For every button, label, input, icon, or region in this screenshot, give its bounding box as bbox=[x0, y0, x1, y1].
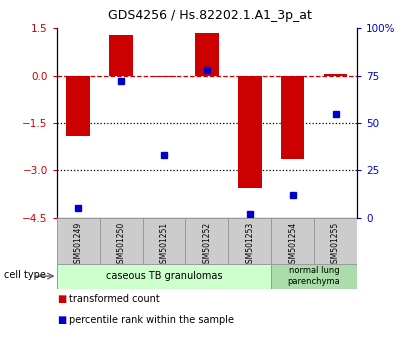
Text: GSM501249: GSM501249 bbox=[74, 221, 83, 268]
Text: GSM501254: GSM501254 bbox=[288, 221, 297, 268]
Bar bbox=[228, 218, 271, 264]
Text: GSM501255: GSM501255 bbox=[331, 221, 340, 268]
Text: ■: ■ bbox=[57, 294, 66, 304]
Bar bbox=[324, 74, 347, 76]
Text: GDS4256 / Hs.82202.1.A1_3p_at: GDS4256 / Hs.82202.1.A1_3p_at bbox=[108, 9, 312, 22]
Text: percentile rank within the sample: percentile rank within the sample bbox=[69, 315, 234, 325]
Bar bbox=[281, 76, 304, 159]
Text: GSM501253: GSM501253 bbox=[245, 221, 254, 268]
Text: transformed count: transformed count bbox=[69, 294, 160, 304]
Text: ■: ■ bbox=[57, 315, 66, 325]
Bar bbox=[238, 76, 262, 188]
Bar bbox=[271, 218, 314, 264]
Bar bbox=[66, 76, 90, 136]
Text: cell type: cell type bbox=[4, 270, 46, 280]
Text: GSM501250: GSM501250 bbox=[117, 221, 126, 268]
Text: normal lung
parenchyma: normal lung parenchyma bbox=[288, 267, 341, 286]
Bar bbox=[152, 76, 176, 77]
Text: GSM501251: GSM501251 bbox=[160, 221, 168, 268]
Bar bbox=[271, 264, 357, 289]
Bar bbox=[100, 218, 142, 264]
Bar bbox=[109, 35, 133, 76]
Bar bbox=[185, 218, 228, 264]
Text: GSM501252: GSM501252 bbox=[202, 221, 211, 268]
Bar bbox=[314, 218, 357, 264]
Bar bbox=[57, 264, 271, 289]
Bar bbox=[57, 218, 100, 264]
Bar bbox=[142, 218, 185, 264]
Text: caseous TB granulomas: caseous TB granulomas bbox=[106, 271, 222, 281]
Bar bbox=[195, 33, 219, 76]
